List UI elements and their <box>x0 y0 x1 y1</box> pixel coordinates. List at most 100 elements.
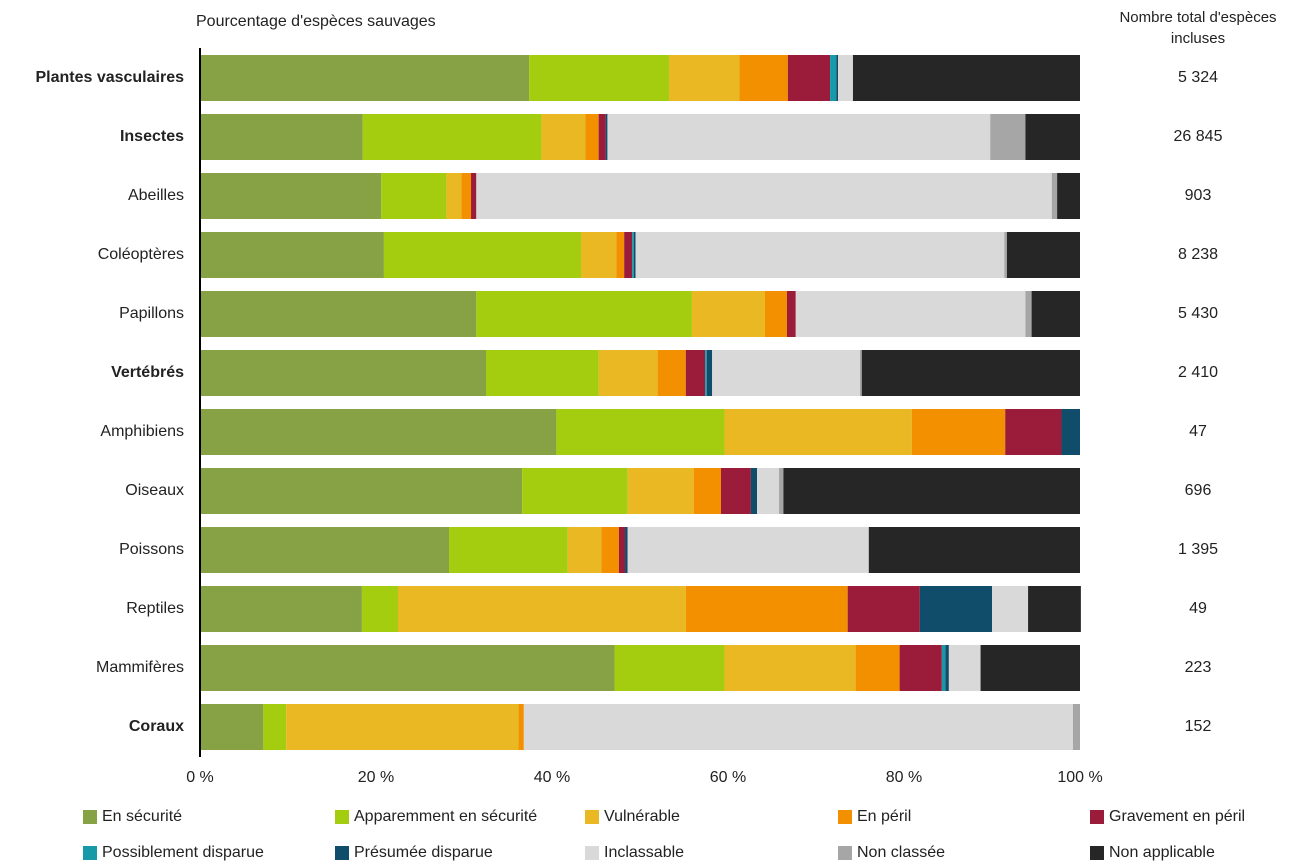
bar-segment <box>471 173 477 219</box>
bar-segment <box>795 291 1026 337</box>
total-label: 2 410 <box>1178 364 1218 381</box>
category-label: Insectes <box>120 128 184 145</box>
bar-segment <box>486 350 599 396</box>
bar-segment <box>847 586 920 632</box>
bar-segment <box>598 350 658 396</box>
bar-segment <box>585 114 599 160</box>
legend-label: Gravement en péril <box>1109 808 1245 825</box>
bar-segment <box>693 468 721 514</box>
bar-segment <box>786 291 796 337</box>
bar-segment <box>601 527 619 573</box>
bar-segment <box>624 232 633 278</box>
bar-segment <box>632 232 634 278</box>
legend-swatch <box>585 846 599 860</box>
bar-segment <box>948 645 981 691</box>
legend-swatch <box>1090 810 1104 824</box>
bar-segment <box>783 468 1080 514</box>
category-label: Vertébrés <box>111 364 184 381</box>
total-label: 49 <box>1189 600 1207 617</box>
x-tick-label: 80 % <box>886 769 922 786</box>
bar-segment <box>200 704 264 750</box>
bar-segment <box>633 232 636 278</box>
bar-segment <box>911 409 1006 455</box>
bar-segment <box>712 350 860 396</box>
totals-title: Nombre total d'espèces incluses <box>1119 9 1277 47</box>
category-label: Papillons <box>119 305 184 322</box>
bar-segment <box>529 55 670 101</box>
bar-segment <box>200 291 477 337</box>
category-label: Reptiles <box>126 600 184 617</box>
legend-swatch <box>838 810 852 824</box>
bar-segment <box>1051 173 1058 219</box>
bar-segment <box>383 232 582 278</box>
bar-segment <box>860 350 862 396</box>
bar-segment <box>739 55 788 101</box>
legend-label: Présumée disparue <box>354 844 493 861</box>
total-label: 5 430 <box>1178 305 1218 322</box>
bar-segment <box>830 55 837 101</box>
legend-label: Non applicable <box>1109 844 1215 861</box>
bar-segment <box>522 468 628 514</box>
total-label: 1 395 <box>1178 541 1218 558</box>
category-label: Mammifères <box>96 659 184 676</box>
bar-segment <box>861 350 1080 396</box>
total-label: 903 <box>1185 187 1212 204</box>
category-label: Poissons <box>119 541 184 558</box>
bar-segment <box>200 468 523 514</box>
bar-segment <box>446 173 462 219</box>
bar-segment <box>635 232 1005 278</box>
total-label: 223 <box>1185 659 1212 676</box>
bar-segment <box>1057 173 1080 219</box>
total-label: 152 <box>1185 718 1212 735</box>
x-tick-label: 100 % <box>1057 769 1102 786</box>
bar-segment <box>607 114 991 160</box>
total-label: 47 <box>1189 423 1207 440</box>
x-tick-label: 60 % <box>710 769 746 786</box>
bar-segment <box>720 468 751 514</box>
bar-segment <box>627 527 869 573</box>
x-tick-label: 0 % <box>186 769 214 786</box>
bar-segment <box>200 527 450 573</box>
axis-title: Pourcentage d'espèces sauvages <box>196 13 436 30</box>
bar-segment <box>581 232 617 278</box>
bar-segment <box>200 350 486 396</box>
bar-segment <box>724 645 856 691</box>
bar-segment <box>724 409 912 455</box>
bar-segment <box>764 291 787 337</box>
bar-segment <box>614 645 725 691</box>
bar-segment <box>669 55 740 101</box>
bar-segment <box>992 586 1029 632</box>
bar-segment <box>362 114 542 160</box>
bar-segment <box>200 173 382 219</box>
bar-segment <box>449 527 568 573</box>
bar-segment <box>779 468 784 514</box>
bar-segment <box>461 173 472 219</box>
bar-segment <box>787 55 831 101</box>
bar-segment <box>757 468 780 514</box>
bar-segment <box>200 586 362 632</box>
bar-segment <box>852 55 1080 101</box>
bar-segment <box>523 704 1073 750</box>
bar-segment <box>1004 232 1007 278</box>
bar-segment <box>1028 586 1081 632</box>
legend-label: Possiblement disparue <box>102 844 264 861</box>
legend-label: En sécurité <box>102 808 182 825</box>
legend-swatch <box>1090 846 1104 860</box>
bar-segment <box>836 55 838 101</box>
x-tick-label: 20 % <box>358 769 394 786</box>
bar-segment <box>618 527 626 573</box>
bar-segment <box>556 409 725 455</box>
bar-segment <box>263 704 287 750</box>
total-label: 696 <box>1185 482 1212 499</box>
bar-segment <box>605 114 608 160</box>
bar-segment <box>685 586 848 632</box>
bar-segment <box>200 114 363 160</box>
legend-swatch <box>838 846 852 860</box>
bar-segment <box>381 173 447 219</box>
bar-segment <box>398 586 686 632</box>
bar-segment <box>1025 291 1032 337</box>
legend-label: Vulnérable <box>604 808 680 825</box>
bar-segment <box>200 409 557 455</box>
bar-segment <box>838 55 853 101</box>
